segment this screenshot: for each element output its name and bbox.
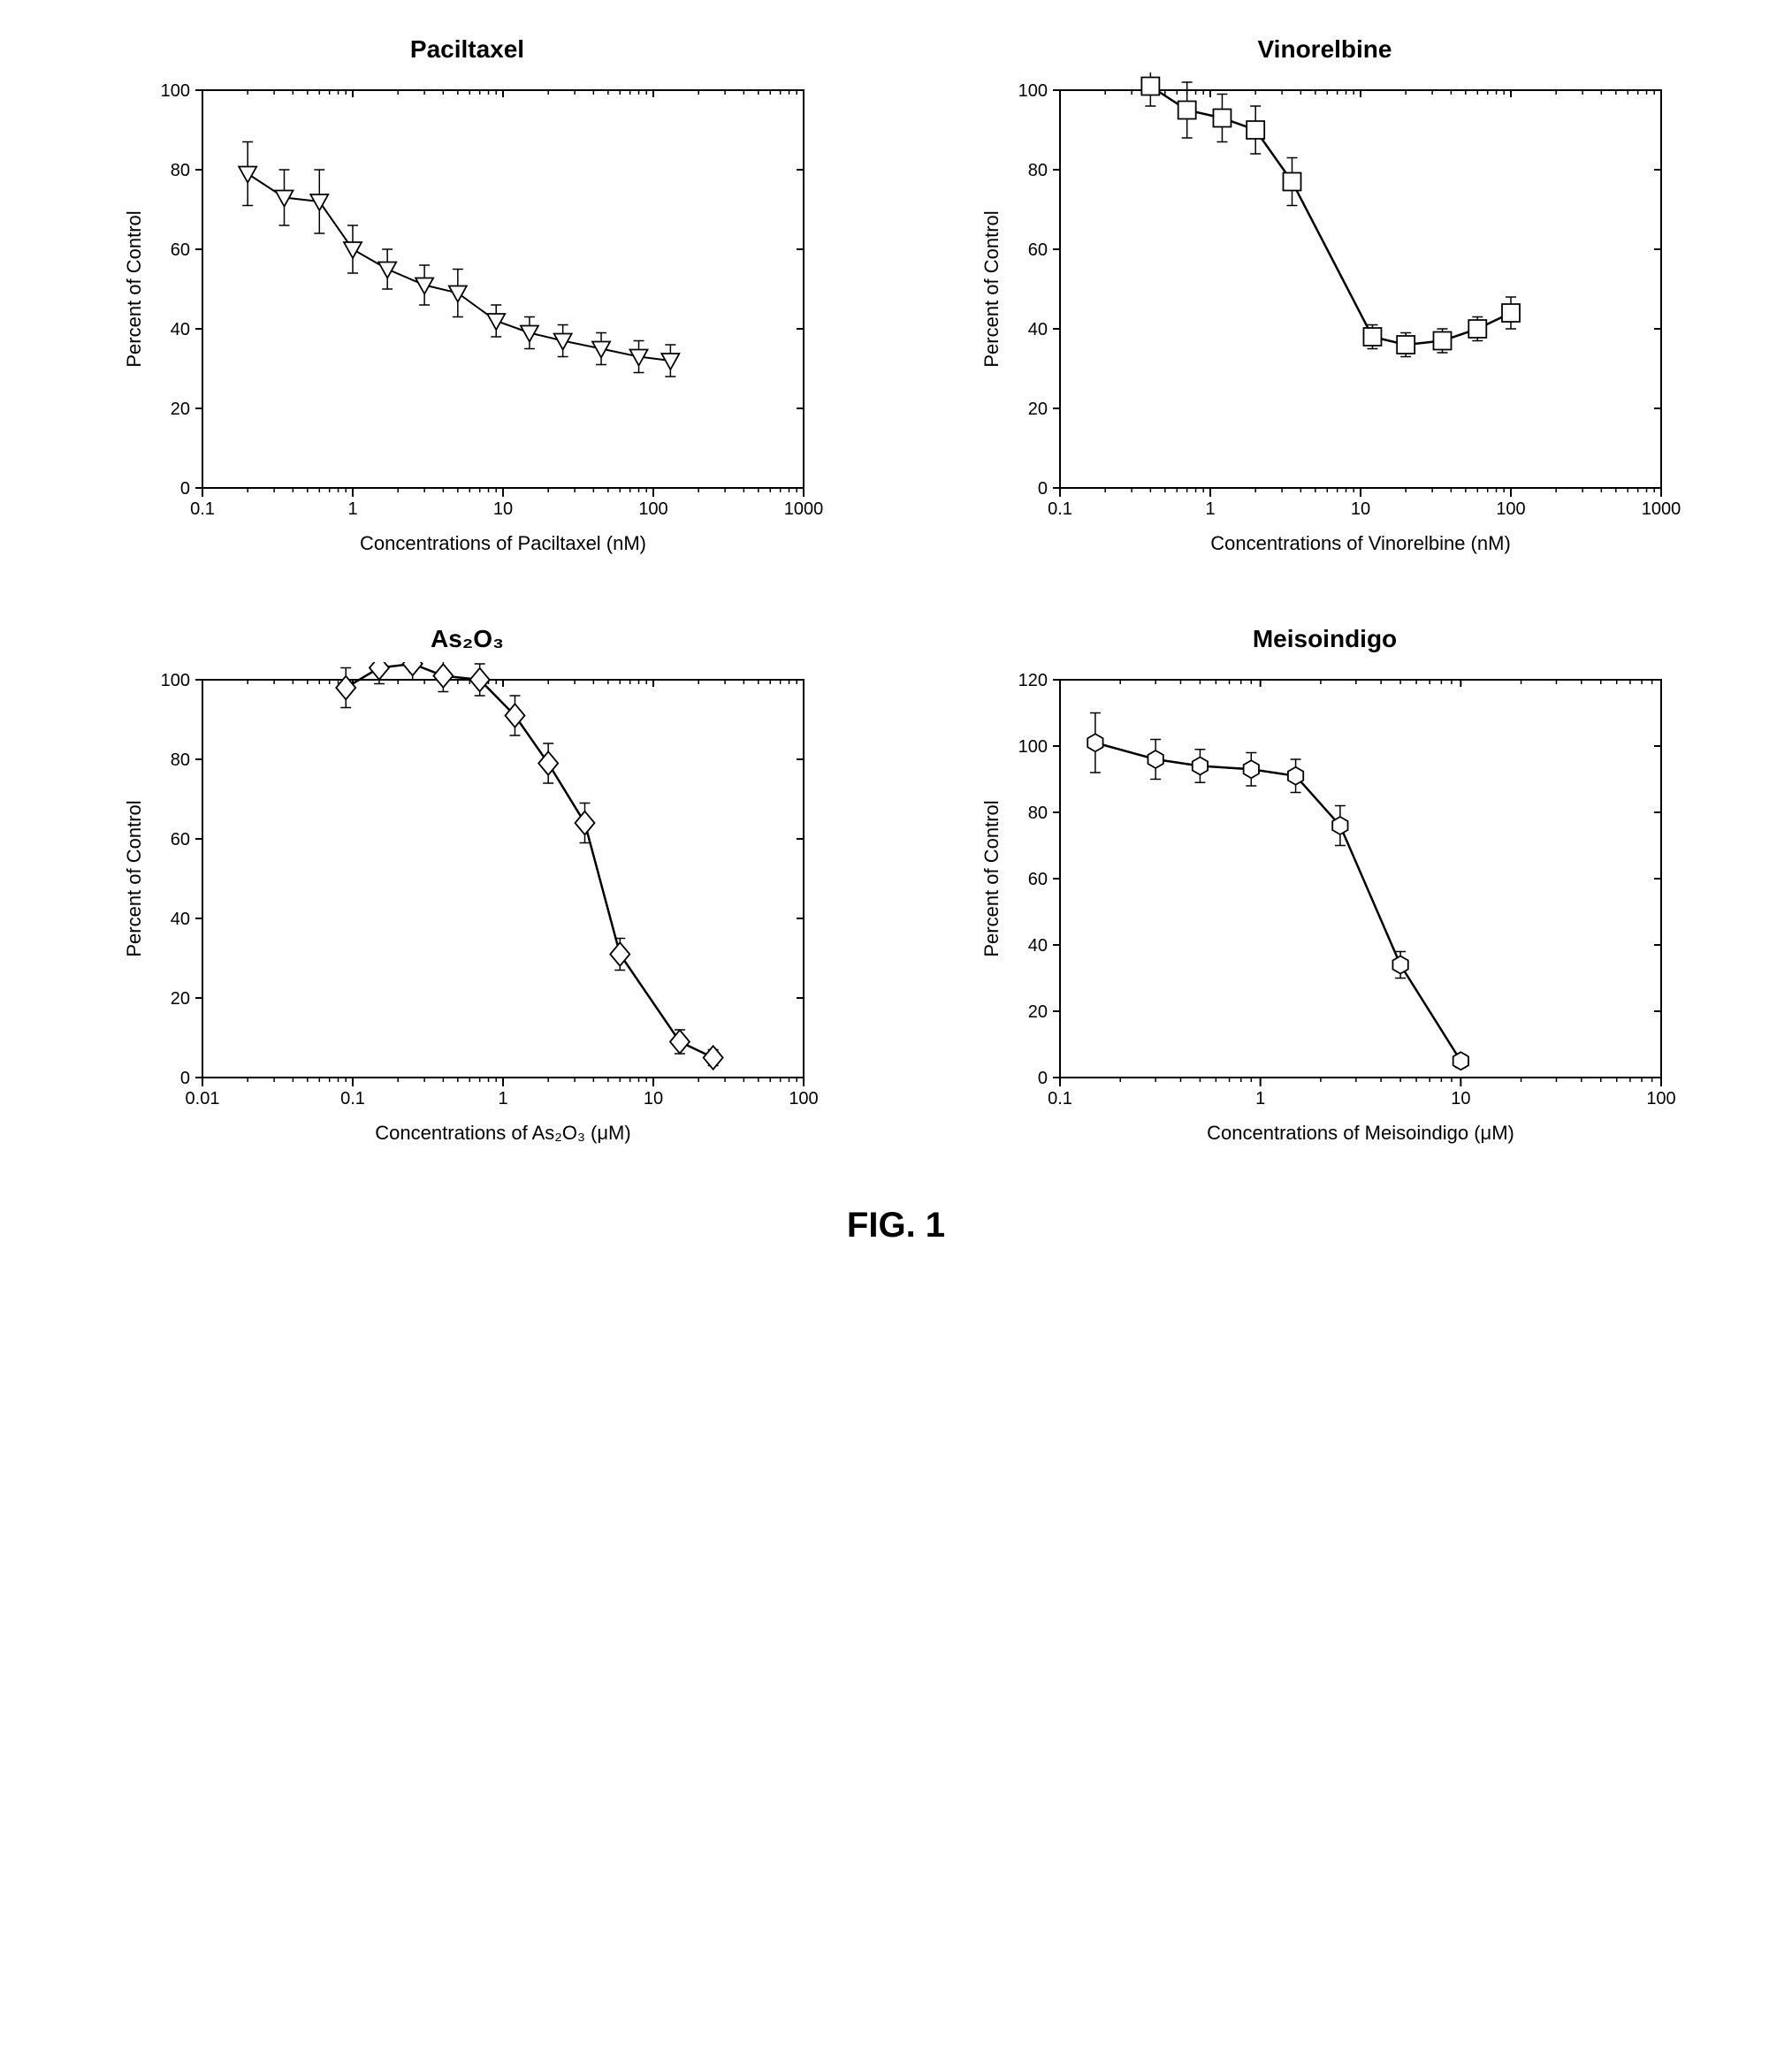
chart-meisoindigo: 0 20 40 60 80 100 120 0.1 1 10 100 Percent of Contr… — [963, 662, 1688, 1162]
svg-text:80: 80 — [1027, 804, 1047, 823]
panel-title: Vinorelbine — [1258, 35, 1392, 64]
svg-text:100: 100 — [160, 671, 189, 690]
svg-text:10: 10 — [1350, 499, 1369, 519]
svg-text:Concentrations of Meisoindigo: Concentrations of Meisoindigo (μM) — [1207, 1122, 1514, 1144]
svg-text:Concentrations of Vinorelbine: Concentrations of Vinorelbine (nM) — [1210, 532, 1511, 554]
svg-text:40: 40 — [170, 910, 189, 929]
svg-text:100: 100 — [1018, 737, 1047, 757]
svg-text:20: 20 — [170, 989, 189, 1009]
panel-title: Meisoindigo — [1253, 625, 1397, 653]
svg-text:100: 100 — [638, 499, 667, 519]
svg-text:Percent of Control: Percent of Control — [980, 210, 1003, 367]
chart-paciltaxel: 0 20 40 60 80 100 0.1 1 10 100 1000 Percent of Cont… — [105, 72, 830, 572]
svg-text:10: 10 — [492, 499, 512, 519]
svg-text:0.1: 0.1 — [190, 499, 215, 519]
svg-text:10: 10 — [1451, 1089, 1470, 1108]
svg-text:0.01: 0.01 — [185, 1089, 219, 1108]
svg-text:100: 100 — [1018, 81, 1047, 101]
svg-text:20: 20 — [1027, 1002, 1047, 1022]
figure-label: FIG. 1 — [35, 1206, 1757, 1245]
svg-text:Concentrations of Paciltaxel (: Concentrations of Paciltaxel (nM) — [359, 532, 645, 554]
svg-text:10: 10 — [643, 1089, 662, 1108]
svg-text:1: 1 — [1205, 499, 1215, 519]
svg-text:100: 100 — [789, 1089, 818, 1108]
svg-text:40: 40 — [1027, 936, 1047, 956]
chart-svg: 0 20 40 60 80 100 120 0.1 1 10 100 Percent of Contr… — [963, 662, 1688, 1157]
svg-text:1: 1 — [347, 499, 357, 519]
svg-text:100: 100 — [1496, 499, 1525, 519]
svg-text:0: 0 — [1037, 479, 1047, 499]
svg-text:40: 40 — [170, 320, 189, 339]
svg-text:20: 20 — [1027, 400, 1047, 419]
svg-text:80: 80 — [170, 750, 189, 770]
svg-text:Percent of Control: Percent of Control — [980, 800, 1003, 956]
svg-text:0.1: 0.1 — [1048, 499, 1072, 519]
svg-text:80: 80 — [170, 161, 189, 180]
svg-text:Percent of Control: Percent of Control — [123, 800, 145, 956]
svg-text:0: 0 — [179, 1069, 189, 1088]
svg-text:60: 60 — [1027, 240, 1047, 260]
svg-text:Percent of Control: Percent of Control — [123, 210, 145, 367]
chart-vinorelbine: 0 20 40 60 80 100 0.1 1 10 100 1000 Percent of Cont… — [963, 72, 1688, 572]
svg-text:0.1: 0.1 — [1048, 1089, 1072, 1108]
svg-text:1: 1 — [1255, 1089, 1265, 1108]
svg-text:Concentrations of As₂O₃ (μM): Concentrations of As₂O₃ (μM) — [375, 1122, 630, 1144]
svg-text:0.1: 0.1 — [340, 1089, 365, 1108]
chart-svg: 0 20 40 60 80 100 0.1 1 10 100 1000 Percent of Cont… — [105, 72, 830, 567]
svg-text:100: 100 — [1646, 1089, 1675, 1108]
panel-meisoindigo: Meisoindigo 0 20 40 60 80 100 120 0.1 1 10 100 Perc… — [914, 625, 1736, 1162]
svg-text:80: 80 — [1027, 161, 1047, 180]
panel-paciltaxel: Paciltaxel 0 20 40 60 80 100 0.1 1 10 100 1000 Perc… — [57, 35, 879, 572]
svg-text:1000: 1000 — [1641, 499, 1681, 519]
chart-grid: Paciltaxel 0204060801000.11101001000Perc… — [57, 35, 1736, 1162]
svg-text:20: 20 — [170, 400, 189, 419]
svg-text:1: 1 — [498, 1089, 507, 1108]
svg-text:120: 120 — [1018, 671, 1047, 690]
panel-title: Paciltaxel — [410, 35, 524, 64]
svg-text:0: 0 — [179, 479, 189, 499]
panel-title: As₂O₃ — [431, 625, 504, 653]
svg-text:60: 60 — [170, 240, 189, 260]
svg-text:100: 100 — [160, 81, 189, 101]
svg-text:60: 60 — [170, 830, 189, 849]
panel-as2o3: As₂O₃ 0 20 40 60 80 100 0.01 0.1 1 10 100 Percent o… — [57, 625, 879, 1162]
chart-svg: 0 20 40 60 80 100 0.1 1 10 100 1000 Percent of Cont… — [963, 72, 1688, 567]
chart-svg: 0 20 40 60 80 100 0.01 0.1 1 10 100 Percent of Cont… — [105, 662, 830, 1157]
panel-vinorelbine: Vinorelbine 0 20 40 60 80 100 0.1 1 10 100 1000 Per… — [914, 35, 1736, 572]
chart-as2o3: 0 20 40 60 80 100 0.01 0.1 1 10 100 Percent of Cont… — [105, 662, 830, 1162]
svg-text:40: 40 — [1027, 320, 1047, 339]
svg-text:1000: 1000 — [783, 499, 823, 519]
svg-text:0: 0 — [1037, 1069, 1047, 1088]
svg-text:60: 60 — [1027, 870, 1047, 889]
